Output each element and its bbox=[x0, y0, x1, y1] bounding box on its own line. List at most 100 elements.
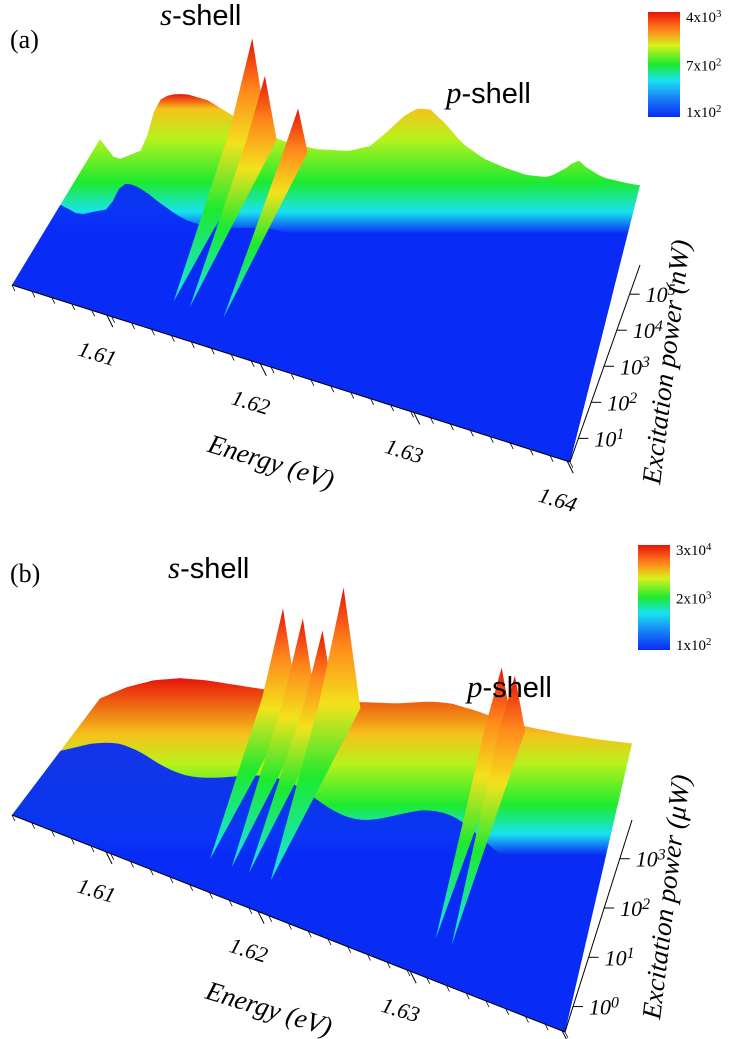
energy-minor-tick bbox=[367, 954, 371, 961]
energy-minor-tick bbox=[406, 969, 411, 977]
emission-spike bbox=[173, 38, 268, 302]
energy-minor-tick bbox=[564, 1031, 569, 1039]
energy-minor-tick bbox=[347, 946, 352, 953]
power-tick-label: 102 bbox=[607, 390, 637, 415]
energy-tick-label: 1.64 bbox=[536, 482, 580, 517]
energy-minor-tick bbox=[11, 284, 16, 292]
power-tick-label: 105 bbox=[646, 282, 676, 307]
energy-minor-tick bbox=[307, 931, 312, 938]
energy-minor-tick bbox=[446, 985, 450, 992]
energy-minor-tick bbox=[430, 417, 434, 424]
emission-spike bbox=[223, 108, 308, 319]
energy-minor-tick bbox=[151, 329, 155, 336]
energy-minor-tick bbox=[489, 436, 494, 443]
energy-minor-tick bbox=[149, 869, 154, 876]
energy-tick-label: 1.61 bbox=[75, 873, 119, 908]
energy-minor-tick bbox=[327, 938, 332, 946]
energy-minor-tick bbox=[544, 1024, 549, 1031]
colorbar-label: 3x104 bbox=[676, 541, 712, 559]
energy-minor-tick bbox=[51, 297, 56, 304]
emission-spike bbox=[270, 587, 361, 881]
energy-minor-tick bbox=[250, 360, 255, 368]
energy-minor-tick bbox=[111, 316, 116, 323]
colorbar-label: 4x103 bbox=[686, 8, 721, 26]
energy-minor-tick bbox=[11, 814, 16, 822]
colorbar bbox=[648, 12, 680, 117]
energy-minor-tick bbox=[171, 335, 175, 342]
energy-minor-tick bbox=[268, 915, 273, 922]
panel-a: 1.61 1.62 1.63 1.64 Energy (eV) 101 102 103 104 1… bbox=[10, 0, 721, 517]
energy-minor-tick bbox=[248, 907, 253, 915]
energy-minor-tick bbox=[169, 876, 174, 884]
power-tick-label: 101 bbox=[594, 426, 624, 451]
energy-minor-tick bbox=[228, 900, 233, 907]
energy-tick-label: 1.63 bbox=[382, 433, 426, 468]
energy-tick bbox=[259, 363, 267, 376]
energy-minor-tick bbox=[290, 373, 295, 380]
energy-minor-tick bbox=[110, 853, 115, 860]
energy-minor-tick bbox=[190, 341, 195, 349]
energy-minor-tick bbox=[131, 322, 135, 330]
power-tick-label: 103 bbox=[620, 354, 650, 379]
energy-tick bbox=[566, 460, 574, 474]
power-tick-label: 104 bbox=[633, 318, 663, 343]
energy-minor-tick bbox=[569, 461, 574, 469]
energy-minor-tick bbox=[350, 392, 355, 399]
energy-tick bbox=[409, 971, 417, 984]
energy-tick bbox=[413, 412, 421, 425]
energy-minor-tick bbox=[210, 348, 215, 355]
energy-minor-tick bbox=[310, 379, 315, 387]
energy-minor-tick bbox=[270, 366, 275, 374]
energy-tick-label: 1.63 bbox=[379, 992, 423, 1027]
emission-spike bbox=[189, 75, 277, 308]
emission-spike bbox=[435, 667, 513, 939]
colorbar-label: 1x102 bbox=[676, 636, 711, 654]
energy-minor-tick bbox=[71, 303, 76, 311]
energy-axis-label: Energy (eV) bbox=[202, 975, 336, 1039]
energy-minor-tick bbox=[288, 923, 292, 930]
energy-minor-tick bbox=[509, 442, 514, 450]
colorbar-label: 2x103 bbox=[676, 590, 711, 608]
emission-spike bbox=[451, 675, 526, 946]
surface-plot-a: 1.61 1.62 1.63 1.64 Energy (eV) 101 102 103 104 1… bbox=[10, 0, 721, 517]
energy-tick bbox=[106, 314, 114, 328]
energy-minor-tick bbox=[390, 404, 395, 412]
energy-minor-tick bbox=[70, 838, 75, 845]
energy-tick bbox=[257, 911, 265, 924]
energy-tick bbox=[105, 851, 113, 865]
emission-spike bbox=[209, 608, 297, 860]
energy-minor-tick bbox=[189, 884, 194, 891]
energy-tick bbox=[561, 1030, 567, 1039]
emission-spike bbox=[231, 618, 317, 868]
p-shell-label: p-shell bbox=[465, 669, 552, 704]
energy-minor-tick bbox=[410, 411, 414, 418]
power-axis-line bbox=[564, 819, 633, 1033]
panel-label: (b) bbox=[10, 559, 40, 588]
colorbar bbox=[638, 545, 670, 650]
energy-minor-tick bbox=[230, 354, 235, 361]
energy-minor-tick bbox=[330, 385, 335, 393]
energy-tick-label: 1.61 bbox=[75, 336, 119, 371]
energy-minor-tick bbox=[130, 861, 134, 868]
energy-minor-tick bbox=[31, 291, 36, 298]
power-axis-line bbox=[569, 264, 641, 463]
energy-minor-tick bbox=[485, 1000, 490, 1008]
energy-tick-label: 1.62 bbox=[227, 932, 271, 967]
s-shell-label: s-shell bbox=[168, 550, 249, 585]
energy-minor-tick bbox=[426, 977, 431, 984]
power-tick-label: 103 bbox=[636, 847, 666, 872]
energy-minor-tick bbox=[91, 310, 96, 317]
power-tick-label: 102 bbox=[620, 896, 650, 921]
panel-label: (a) bbox=[10, 25, 39, 54]
energy-minor-tick bbox=[505, 1008, 510, 1015]
energy-minor-tick bbox=[525, 1016, 529, 1023]
energy-minor-tick bbox=[370, 398, 375, 405]
energy-minor-tick bbox=[31, 822, 36, 829]
energy-minor-tick bbox=[386, 962, 391, 969]
s-shell-label: s-shell bbox=[160, 0, 241, 32]
p-shell-label: p-shell bbox=[444, 75, 531, 110]
colorbar-label: 1x102 bbox=[686, 103, 721, 121]
power-tick-label: 101 bbox=[605, 945, 635, 970]
